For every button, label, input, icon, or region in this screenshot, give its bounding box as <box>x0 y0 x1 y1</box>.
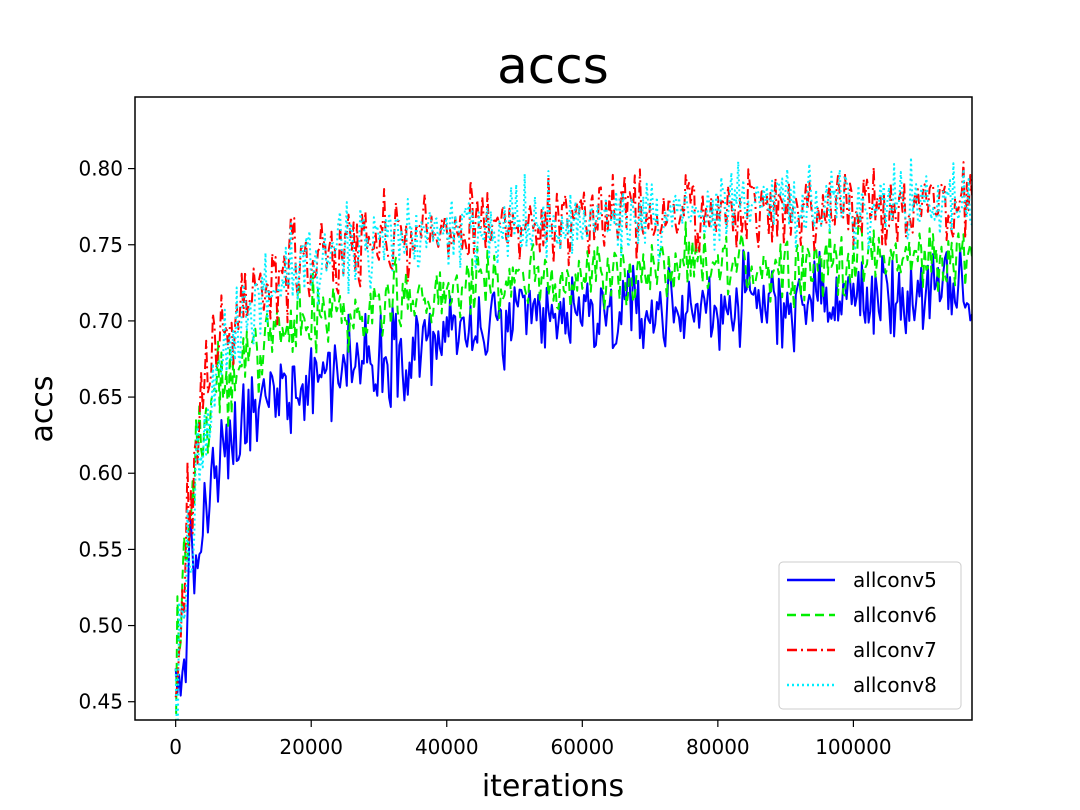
legend: allconv5 allconv6 allconv7 allconv8 <box>778 561 962 710</box>
legend-label-allconv8: allconv8 <box>853 673 937 697</box>
x-tick-label: 80000 <box>686 735 750 759</box>
y-tick-label: 0.80 <box>78 157 123 181</box>
x-tick-label: 0 <box>169 735 182 759</box>
series-line-allconv7 <box>174 161 972 698</box>
legend-label-allconv7: allconv7 <box>853 638 937 662</box>
x-axis: 0 20000 40000 60000 80000 100000 <box>169 720 892 759</box>
y-tick-label: 0.50 <box>78 614 123 638</box>
x-axis-label: iterations <box>482 769 624 804</box>
y-tick-label: 0.70 <box>78 309 123 333</box>
y-tick-label: 0.45 <box>78 690 123 714</box>
legend-frame <box>778 561 962 710</box>
x-tick-label: 40000 <box>415 735 479 759</box>
y-tick-label: 0.55 <box>78 537 123 561</box>
y-tick-label: 0.75 <box>78 233 123 257</box>
series-line-allconv5 <box>174 247 972 697</box>
plot-frame <box>134 96 973 721</box>
y-tick-label: 0.65 <box>78 385 123 409</box>
y-axis-label: accs <box>25 375 60 442</box>
series-layer <box>174 156 972 720</box>
x-tick-label: 20000 <box>279 735 343 759</box>
legend-label-allconv5: allconv5 <box>853 568 937 592</box>
chart-title: accs <box>497 37 609 95</box>
legend-label-allconv6: allconv6 <box>853 603 937 627</box>
x-tick-label: 60000 <box>550 735 614 759</box>
x-tick-label: 100000 <box>815 735 891 759</box>
series-line-allconv6 <box>175 216 972 720</box>
series-line-allconv8 <box>174 156 972 720</box>
y-tick-label: 0.60 <box>78 461 123 485</box>
y-axis: 0.45 0.50 0.55 0.60 0.65 0.70 0.75 0.80 <box>78 157 135 714</box>
